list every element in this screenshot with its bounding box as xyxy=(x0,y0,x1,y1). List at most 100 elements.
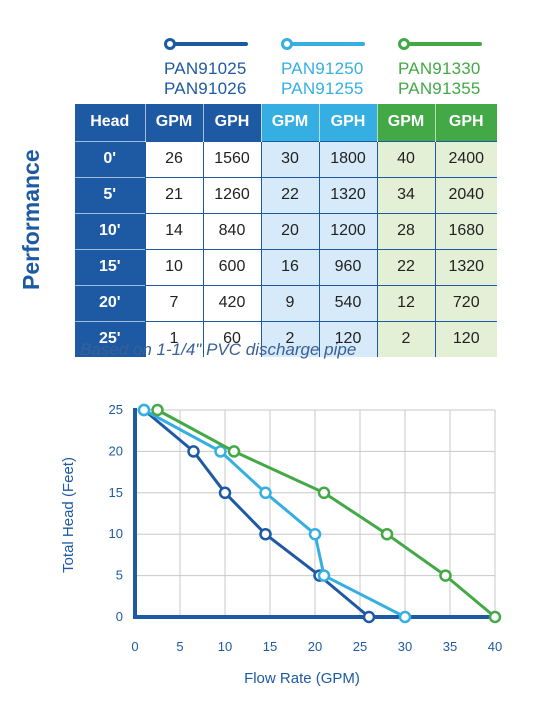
table-cell: 7 xyxy=(144,284,203,321)
legend-bar xyxy=(406,42,482,46)
table-cell: 1 xyxy=(144,320,203,357)
table-cell: 2 xyxy=(376,320,435,357)
head-cell: 25' xyxy=(75,320,145,357)
table-cell: 20 xyxy=(260,212,319,249)
performance-label: Performance xyxy=(18,149,44,290)
legend-bar xyxy=(289,42,365,46)
table-cell: 2 xyxy=(260,320,319,357)
table-cell: 12 xyxy=(376,284,435,321)
series-point-2 xyxy=(317,569,331,582)
legend-model: PAN91026 xyxy=(164,79,247,98)
y-tick-label: 25 xyxy=(109,402,123,417)
header-unit: GPH xyxy=(318,104,377,141)
chart-axes xyxy=(133,408,497,619)
head-cell: 10' xyxy=(75,212,145,249)
series-point-1 xyxy=(259,527,272,541)
table-cell: 120 xyxy=(318,320,377,357)
head-cell: 15' xyxy=(75,248,145,285)
table-cell: 14 xyxy=(144,212,203,249)
header-unit: GPM xyxy=(260,104,319,141)
table-cell: 2400 xyxy=(434,140,497,177)
series-point-2 xyxy=(137,403,151,417)
x-tick-label: 5 xyxy=(176,639,183,654)
header-unit: GPM xyxy=(376,104,435,141)
series-point-3 xyxy=(317,486,331,500)
table-cell: 1260 xyxy=(202,176,261,213)
x-axis-label: Flow Rate (GPM) xyxy=(244,670,360,687)
table-row: 15' 10 600 16 960 22 1320 xyxy=(75,248,497,285)
series-point-2 xyxy=(259,486,272,500)
legend-model: PAN91330 xyxy=(398,59,481,78)
series-point-3 xyxy=(151,403,164,417)
table-cell: 1320 xyxy=(318,176,377,213)
legend-model: PAN91255 xyxy=(281,79,364,98)
chart-grid xyxy=(135,409,496,617)
chart-series xyxy=(137,403,502,624)
table-cell: 420 xyxy=(202,284,261,321)
y-tick-label: 20 xyxy=(109,443,123,458)
table-cell: 22 xyxy=(376,248,435,285)
x-tick-label: 35 xyxy=(443,639,457,654)
table-row: 10' 14 840 20 1200 28 1680 xyxy=(75,212,497,249)
table-cell: 540 xyxy=(318,284,377,321)
table-cell: 28 xyxy=(376,212,435,249)
legend-marker-icon xyxy=(281,38,293,50)
performance-curve-chart: 0 5 10 15 20 25 30 35 40 0 5 10 15 20 25 Flow Rate (GP… xyxy=(60,402,503,687)
table-cell: 21 xyxy=(144,176,203,213)
header-unit: GPM xyxy=(144,104,203,141)
table-cell: 1560 xyxy=(202,140,261,177)
legend-group-3: PAN91330 PAN91355 xyxy=(398,36,482,99)
legend-model: PAN91025 xyxy=(164,59,247,78)
table-cell: 10 xyxy=(144,248,203,285)
y-tick-label: 0 xyxy=(116,609,123,624)
table-cell: 40 xyxy=(376,140,435,177)
y-axis-label: Total Head (Feet) xyxy=(60,457,77,573)
series-point-3 xyxy=(380,527,394,541)
series-line-1 xyxy=(143,408,370,619)
table-cell: 840 xyxy=(202,212,261,249)
table-cell: 720 xyxy=(434,284,497,321)
table-cell: 960 xyxy=(318,248,377,285)
series-point-2 xyxy=(308,527,322,541)
x-tick-label: 25 xyxy=(353,639,367,654)
y-tick-label: 10 xyxy=(109,526,123,541)
series-point-3 xyxy=(439,569,452,582)
x-tick-label: 40 xyxy=(488,639,502,654)
table-cell: 16 xyxy=(260,248,319,285)
table-cell: 1680 xyxy=(434,212,497,249)
table-cell: 34 xyxy=(376,176,435,213)
series-point-1 xyxy=(362,610,376,624)
series-line-3 xyxy=(156,408,496,619)
table-row: 0' 26 1560 30 1800 40 2400 xyxy=(75,140,497,177)
legend-bar xyxy=(172,42,248,46)
table-row: 20' 7 420 9 540 12 720 xyxy=(75,284,497,321)
legend-model: PAN91250 xyxy=(281,59,364,78)
series-point-2 xyxy=(398,610,412,624)
table-row: 25' 1 60 2 120 2 120 xyxy=(75,320,497,357)
legend-line-2 xyxy=(281,36,365,52)
y-tick-label: 15 xyxy=(109,485,123,500)
head-cell: 5' xyxy=(75,176,145,213)
legend-marker-icon xyxy=(164,38,176,50)
legend-group-2: PAN91250 PAN91255 xyxy=(281,36,365,99)
table-cell: 2040 xyxy=(434,176,497,213)
x-tick-label: 30 xyxy=(398,639,412,654)
chart-ticks: 0 5 10 15 20 25 30 35 40 0 5 10 15 20 25 xyxy=(109,402,503,654)
table-cell: 26 xyxy=(144,140,203,177)
head-cell: 20' xyxy=(75,284,145,321)
legend-marker-icon xyxy=(398,38,410,50)
series-point-3 xyxy=(488,610,502,624)
table-cell: 1800 xyxy=(318,140,377,177)
legend-model: PAN91355 xyxy=(398,79,481,98)
x-tick-label: 0 xyxy=(131,639,138,654)
table-cell: 120 xyxy=(434,320,497,357)
table-row: 5' 21 1260 22 1320 34 2040 xyxy=(75,176,497,213)
series-line-2 xyxy=(143,408,406,619)
header-unit: GPH xyxy=(202,104,261,141)
table-header-row: Head GPM GPH GPM GPH GPM GPH xyxy=(75,104,497,141)
legend-group-1: PAN91025 PAN91026 xyxy=(164,36,248,99)
table-cell: 60 xyxy=(202,320,261,357)
legend-line-3 xyxy=(398,36,482,52)
series-point-1 xyxy=(187,445,200,458)
x-tick-label: 15 xyxy=(263,639,277,654)
